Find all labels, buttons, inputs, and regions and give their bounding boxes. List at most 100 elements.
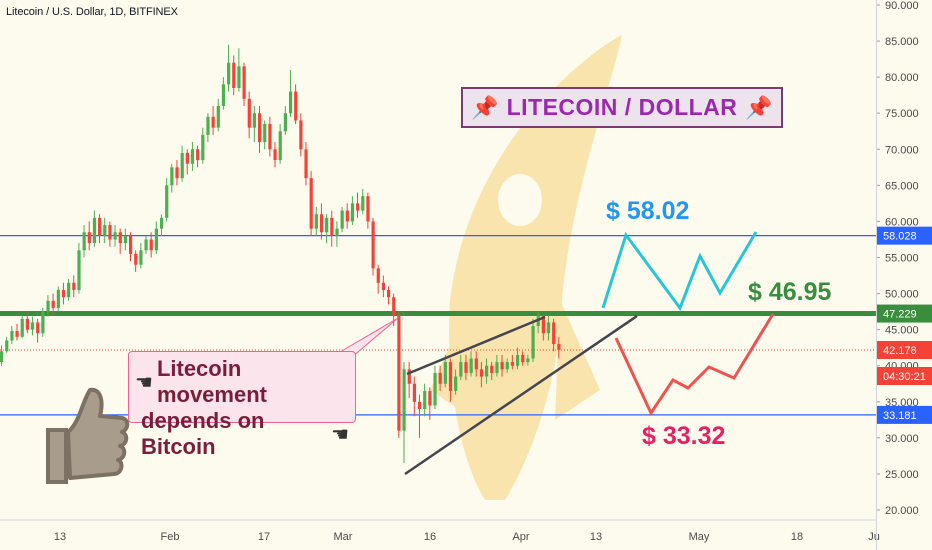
candle-body <box>350 203 355 222</box>
y-tick-label: 75.000 <box>885 108 919 120</box>
candle-body <box>397 315 401 431</box>
target-label-upper: $ 58.02 <box>606 197 690 225</box>
candle-body <box>412 383 416 402</box>
price-tag-resistance-bg <box>877 226 932 245</box>
price-tag-current-bg <box>877 341 932 360</box>
candle-body <box>474 358 478 370</box>
candle-body <box>443 362 447 384</box>
candle-body <box>216 106 220 128</box>
x-tick-label: 16 <box>424 531 436 543</box>
y-tick-label: 85.000 <box>885 36 919 48</box>
candle-body <box>51 300 55 308</box>
price-axis[interactable] <box>876 0 932 550</box>
y-tick-label: 70.000 <box>885 144 919 156</box>
candle-body <box>319 214 324 233</box>
candle-body <box>268 124 272 150</box>
rocket-fin-left <box>430 300 475 420</box>
rocket-window <box>498 174 542 226</box>
target-label-lower: $ 33.32 <box>642 422 726 450</box>
candle-body <box>428 390 432 406</box>
candle-body <box>118 232 122 244</box>
candle-body <box>392 297 396 316</box>
candle-body <box>170 167 174 186</box>
y-tick-label: 55.000 <box>885 253 919 265</box>
candle-body <box>361 196 365 211</box>
candle-body <box>479 369 484 377</box>
candle-body <box>25 318 29 330</box>
candle-body <box>227 62 231 85</box>
candle-body <box>516 354 520 366</box>
candle-body <box>557 344 561 350</box>
candle-body <box>278 131 282 161</box>
projection-down-path[interactable] <box>614 313 775 417</box>
candle-body <box>433 372 437 406</box>
candle-body <box>340 210 344 229</box>
rocket-body <box>449 35 622 500</box>
pushpin-icon: 📌 <box>471 94 499 120</box>
y-tick-label: 30.000 <box>885 433 919 445</box>
candle-body <box>459 362 463 377</box>
countdown-label: 04:30:21 <box>883 371 926 383</box>
candle-body <box>15 331 19 337</box>
candle-body <box>417 401 422 409</box>
wedge-upper-line[interactable] <box>406 315 546 376</box>
pointing-hand-icon: ☚ <box>331 423 349 446</box>
candle-body <box>288 91 293 114</box>
candle-body <box>98 217 102 236</box>
pushpin-icon: 📌 <box>745 94 773 120</box>
candle-body <box>330 217 334 236</box>
candle-body <box>242 66 246 99</box>
candle-body <box>526 358 530 363</box>
candle-body <box>325 217 329 233</box>
price-tag-pivot-bg <box>877 304 932 323</box>
candle-body <box>30 322 35 330</box>
x-tick-label: 13 <box>54 531 66 543</box>
candle-body <box>521 354 525 363</box>
candle-body <box>402 369 406 431</box>
wedge-lower-line[interactable] <box>404 314 638 476</box>
candle-body <box>0 351 4 363</box>
y-tick-label: 35.000 <box>885 397 919 409</box>
candle-body <box>448 362 453 391</box>
candle-body <box>165 185 169 218</box>
y-tick-label: 45.000 <box>885 325 919 337</box>
x-tick-label: Mar <box>334 531 353 543</box>
candle-body <box>247 98 251 128</box>
price-tag-support: 33.181 <box>883 410 917 422</box>
price-tag-resistance: 58.028 <box>883 231 917 243</box>
callout-line-2: depends on Bitcoin <box>141 408 265 459</box>
x-tick-label: 17 <box>258 531 270 543</box>
callout-box: ☚ Litecoin movement depends on Bitcoin ☚ <box>128 351 356 459</box>
callout-line-1: Litecoin movement <box>156 356 267 407</box>
candle-body <box>273 149 277 161</box>
candle-body <box>387 289 391 298</box>
candle-body <box>206 116 210 135</box>
candle-body <box>221 84 226 106</box>
candle-body <box>541 315 545 334</box>
candle-body <box>371 221 375 269</box>
candle-body <box>67 282 71 298</box>
candle-body <box>500 362 504 370</box>
candle-body <box>82 232 86 251</box>
candle-body <box>10 331 14 341</box>
price-tag-current: 42.178 <box>883 345 917 357</box>
projection-up-path[interactable] <box>601 231 758 312</box>
candle-body <box>56 289 60 308</box>
candle-body <box>108 225 112 240</box>
candle-body <box>180 152 184 179</box>
candle-body <box>61 289 66 298</box>
candle-body <box>495 362 499 373</box>
candle-body <box>190 149 195 164</box>
candle-body <box>123 235 128 244</box>
candle-body <box>5 340 9 352</box>
countdown-bg <box>877 367 932 386</box>
candle-body <box>283 113 287 132</box>
title-banner: 📌 LITECOIN / DOLLAR 📌 <box>461 87 783 128</box>
chart-title: Litecoin / U.S. Dollar, 1D, BITFINEX <box>6 6 178 18</box>
candle-body <box>464 362 468 373</box>
candle-body <box>154 228 158 251</box>
y-tick-label: 90.000 <box>885 0 919 12</box>
candle-body <box>258 113 262 143</box>
